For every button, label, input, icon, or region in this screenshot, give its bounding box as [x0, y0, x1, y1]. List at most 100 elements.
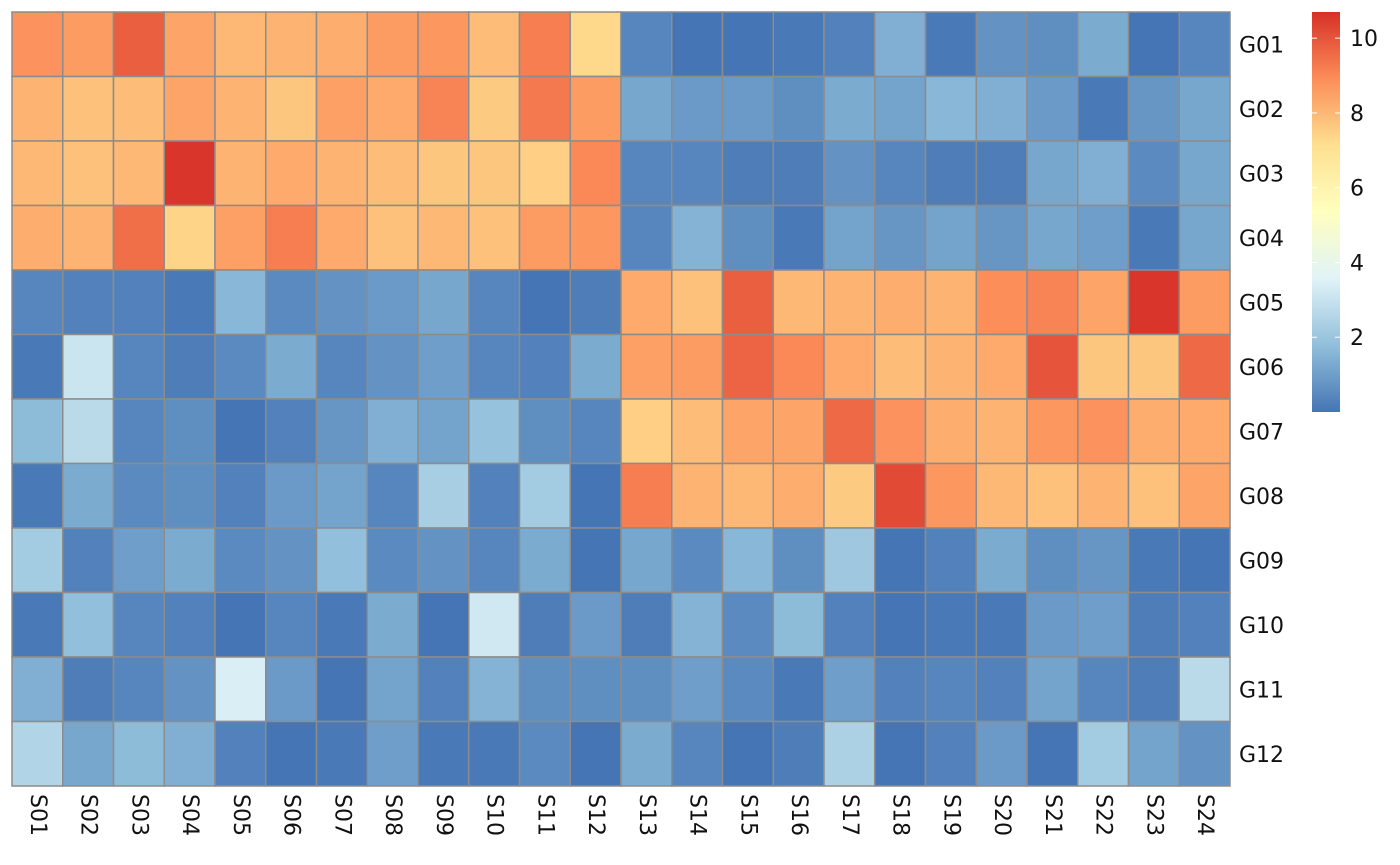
- heatmap-cell-G12-S10: [468, 720, 521, 787]
- heatmap-cell-G09-S11: [518, 527, 571, 594]
- heatmap-cell-G02-S18: [874, 75, 927, 142]
- heatmap-cell-G09-S04: [163, 527, 216, 594]
- row-label-G05: G05: [1239, 291, 1284, 316]
- heatmap-cell-G06-S13: [620, 333, 673, 400]
- heatmap-cell-G05-S06: [265, 269, 318, 336]
- heatmap-cell-G04-S21: [1026, 204, 1079, 271]
- column-label-S17: S17: [837, 794, 862, 836]
- heatmap-cell-G08-S17: [823, 462, 876, 529]
- heatmap-cell-G02-S01: [11, 75, 64, 142]
- heatmap-cell-G02-S17: [823, 75, 876, 142]
- heatmap-cell-G02-S07: [315, 75, 368, 142]
- heatmap-cell-G11-S13: [620, 656, 673, 723]
- heatmap-cell-G07-S08: [366, 398, 419, 465]
- heatmap-cell-G07-S07: [315, 398, 368, 465]
- column-label-S10: S10: [482, 794, 507, 836]
- heatmap-cell-G02-S06: [265, 75, 318, 142]
- column-label-S18: S18: [888, 794, 913, 836]
- heatmap-cell-G01-S10: [468, 11, 521, 78]
- heatmap-cell-G04-S02: [62, 204, 115, 271]
- heatmap-cell-G04-S12: [569, 204, 622, 271]
- heatmap-cell-G07-S05: [214, 398, 267, 465]
- heatmap-cell-G06-S17: [823, 333, 876, 400]
- column-label-S04: S04: [177, 794, 202, 836]
- heatmap-cell-G04-S06: [265, 204, 318, 271]
- heatmap-cell-G07-S10: [468, 398, 521, 465]
- heatmap-cell-G05-S07: [315, 269, 368, 336]
- heatmap-cell-G01-S01: [11, 11, 64, 78]
- heatmap-cell-G01-S22: [1077, 11, 1130, 78]
- heatmap-cell-G09-S24: [1178, 527, 1231, 594]
- heatmap-cell-G10-S18: [874, 591, 927, 658]
- heatmap-cell-G07-S03: [112, 398, 165, 465]
- heatmap-cell-G04-S16: [772, 204, 825, 271]
- heatmap-cell-G06-S12: [569, 333, 622, 400]
- heatmap-cell-G07-S01: [11, 398, 64, 465]
- heatmap-cell-G06-S14: [671, 333, 724, 400]
- heatmap-cell-G02-S22: [1077, 75, 1130, 142]
- heatmap-cell-G07-S14: [671, 398, 724, 465]
- heatmap-cell-G08-S08: [366, 462, 419, 529]
- heatmap-cell-G01-S04: [163, 11, 216, 78]
- heatmap-cell-G04-S17: [823, 204, 876, 271]
- heatmap-cell-G06-S24: [1178, 333, 1231, 400]
- heatmap-cell-G08-S04: [163, 462, 216, 529]
- heatmap-cell-G01-S21: [1026, 11, 1079, 78]
- heatmap-cell-G03-S01: [11, 140, 64, 207]
- heatmap-cell-G05-S04: [163, 269, 216, 336]
- heatmap-cell-G04-S22: [1077, 204, 1130, 271]
- heatmap-cell-G04-S04: [163, 204, 216, 271]
- heatmap-cell-G06-S02: [62, 333, 115, 400]
- heatmap-cell-G08-S05: [214, 462, 267, 529]
- heatmap-cell-G02-S05: [214, 75, 267, 142]
- heatmap-cell-G05-S11: [518, 269, 571, 336]
- heatmap-cell-G08-S22: [1077, 462, 1130, 529]
- heatmap-cell-G03-S05: [214, 140, 267, 207]
- heatmap-cell-G07-S24: [1178, 398, 1231, 465]
- heatmap-cell-G03-S14: [671, 140, 724, 207]
- heatmap-cell-G01-S14: [671, 11, 724, 78]
- heatmap-cell-G07-S19: [924, 398, 977, 465]
- heatmap-cell-G11-S17: [823, 656, 876, 723]
- row-label-G01: G01: [1239, 33, 1284, 58]
- heatmap-cell-G06-S09: [417, 333, 470, 400]
- heatmap-cell-G08-S06: [265, 462, 318, 529]
- column-label-S16: S16: [786, 794, 811, 836]
- colorbar-tick-label: 10: [1350, 27, 1378, 52]
- heatmap-cell-G03-S04: [163, 140, 216, 207]
- heatmap-cell-G08-S02: [62, 462, 115, 529]
- heatmap-cell-G03-S09: [417, 140, 470, 207]
- heatmap-cell-G04-S24: [1178, 204, 1231, 271]
- heatmap-cell-G09-S12: [569, 527, 622, 594]
- heatmap-cell-G04-S19: [924, 204, 977, 271]
- heatmap-cell-G10-S07: [315, 591, 368, 658]
- heatmap-cell-G11-S15: [721, 656, 774, 723]
- heatmap-cell-G12-S04: [163, 720, 216, 787]
- heatmap-cell-G12-S15: [721, 720, 774, 787]
- heatmap-cell-G08-S10: [468, 462, 521, 529]
- heatmap-cell-G10-S19: [924, 591, 977, 658]
- heatmap-cell-G12-S13: [620, 720, 673, 787]
- column-label-S23: S23: [1141, 794, 1166, 836]
- heatmap-cell-G03-S22: [1077, 140, 1130, 207]
- colorbar-legend: 2 4 6 8 10: [1312, 12, 1378, 412]
- heatmap-cell-G02-S19: [924, 75, 977, 142]
- column-label-S03: S03: [126, 794, 151, 836]
- heatmap-cell-G01-S16: [772, 11, 825, 78]
- heatmap-cell-G08-S16: [772, 462, 825, 529]
- heatmap-cell-G02-S24: [1178, 75, 1231, 142]
- heatmap-cell-G03-S13: [620, 140, 673, 207]
- heatmap-cell-G07-S13: [620, 398, 673, 465]
- column-label-S07: S07: [329, 794, 354, 836]
- heatmap-cell-G05-S14: [671, 269, 724, 336]
- heatmap-cell-G04-S03: [112, 204, 165, 271]
- heatmap-cell-G08-S03: [112, 462, 165, 529]
- heatmap-cell-G11-S02: [62, 656, 115, 723]
- heatmap-cell-G11-S06: [265, 656, 318, 723]
- heatmap-cell-G11-S12: [569, 656, 622, 723]
- heatmap-cell-G04-S08: [366, 204, 419, 271]
- heatmap-cell-G08-S01: [11, 462, 64, 529]
- heatmap-cell-G09-S08: [366, 527, 419, 594]
- heatmap-cell-G01-S09: [417, 11, 470, 78]
- colorbar-tick-label: 4: [1350, 251, 1364, 276]
